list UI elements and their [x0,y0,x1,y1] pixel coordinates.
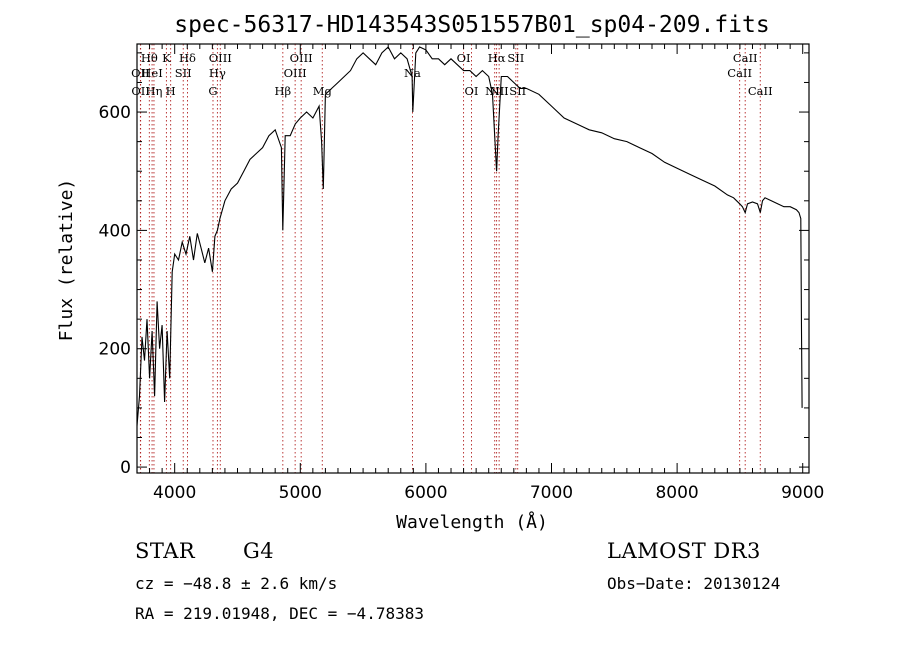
y-tick-label: 0 [120,458,131,478]
y-tick-label: 200 [99,340,131,360]
object-subclass: G4 [243,539,275,563]
object-class: STAR [135,539,196,563]
line-label-20: Hα [488,51,506,65]
line-label-25: CaII [733,51,758,65]
line-label-1: OII [131,66,150,80]
x-tick-label: 6000 [404,483,447,503]
line-label-17: OI [457,51,471,65]
spectral-line-markers [139,44,761,473]
x-tick-label: 7000 [530,483,573,503]
line-label-10: Hγ [209,66,226,80]
x-axis-label: Wavelength (Å) [396,511,548,533]
line-label-18: OI [465,84,479,98]
line-label-15: Mg [313,84,333,98]
redshift-readout: cz = −48.8 ± 2.6 km/s [135,574,338,593]
spectrum-trace [136,46,803,426]
y-axis: 0 200 400 600 [99,52,809,478]
chart-title: spec-56317-HD143543S051557B01_sp04-209.f… [174,12,769,38]
line-label-6: H [166,84,176,98]
line-label-2: OII [131,84,150,98]
line-label-16: Na [404,66,421,80]
x-tick-label: 9000 [781,483,824,503]
line-label-5: K [162,51,171,65]
line-label-26: CaII [748,84,773,98]
line-label-3: HeI [141,66,162,80]
line-label-24: CaII [727,66,752,80]
line-label-14: OIII [290,51,313,65]
line-label-11: G [208,84,217,98]
observation-date: Obs−Date: 20130124 [607,574,781,593]
plot-frame [136,43,810,474]
survey-name: LAMOST DR3 [607,539,761,563]
line-label-13: OIII [284,66,307,80]
line-label-4: Hη [145,84,162,98]
coordinates-readout: RA = 219.01948, DEC = −4.78383 [135,604,424,623]
y-axis-label: Flux (relative) [56,179,77,342]
line-label-12: Hβ [274,84,291,98]
y-tick-label: 400 [99,221,131,241]
line-label-22: SII [507,51,524,65]
x-axis: 4000 5000 6000 7000 8000 9000 [136,44,824,503]
y-tick-label: 600 [99,103,131,123]
line-label-23: SII [509,84,526,98]
line-label-8: Hδ [179,51,196,65]
line-label-21: NII [490,84,509,98]
x-tick-label: 8000 [655,483,698,503]
x-tick-label: 5000 [279,483,322,503]
line-label-19: NII [485,84,504,98]
line-label-9: OIII [209,51,232,65]
line-label-0: Hθ [141,51,158,65]
x-tick-label: 4000 [153,483,196,503]
line-label-7: SII [175,66,192,80]
